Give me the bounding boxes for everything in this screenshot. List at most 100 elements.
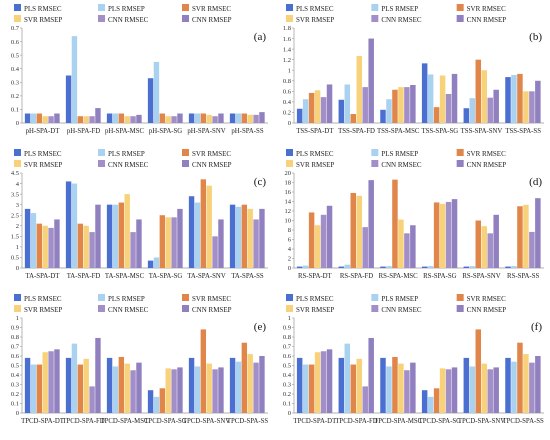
bar-cnn-rmsep — [177, 367, 183, 413]
y-tick-label: 4 — [16, 181, 20, 188]
bar-cnn-rmsec — [320, 214, 327, 268]
y-tick-label: 0.6 — [11, 39, 20, 46]
bar-cnn-rmsec — [130, 232, 136, 268]
x-tick-label: pH-SPA-MSC — [105, 128, 145, 135]
bar-cnn-rmsec — [48, 227, 54, 268]
legend-swatch — [286, 15, 293, 22]
y-tick-label: 3 — [16, 202, 19, 209]
y-tick-label: 1.8 — [283, 25, 291, 32]
bar-svr-rmsep — [523, 204, 529, 268]
bar-pls-rmsep — [153, 61, 160, 123]
bar-cnn-rmsep — [368, 337, 374, 413]
bar-svr-rmsep — [314, 352, 321, 413]
bar-svr-rmsec — [159, 215, 166, 268]
bar-cnn-rmsep — [326, 84, 333, 123]
legend-swatch — [98, 15, 105, 22]
bar-cnn-rmsec — [48, 116, 54, 123]
y-tick-label: 0 — [16, 265, 19, 272]
y-tick-label: 0.3 — [11, 382, 19, 389]
y-tick-label: 0.9 — [11, 325, 19, 332]
y-tick-label: 0.2 — [283, 391, 291, 398]
panel-label: (b) — [529, 31, 542, 43]
bar-cnn-rmsec — [89, 116, 95, 123]
bar-pls-rmsec — [296, 266, 303, 268]
bar-pls-rmsep — [112, 113, 119, 123]
bar-cnn-rmsep — [95, 204, 101, 268]
bar-cnn-rmsec — [212, 369, 218, 413]
legend-swatch — [14, 4, 21, 11]
legend-label: PLS RMSEC — [24, 5, 62, 13]
bar-pls-rmsec — [24, 208, 31, 268]
x-tick-label: TA-SPA-SS — [231, 273, 264, 280]
bar-cnn-rmsec — [487, 97, 493, 123]
bar-cnn-rmsep — [535, 80, 541, 123]
bar-svr-rmsep — [42, 352, 48, 413]
bar-svr-rmsec — [77, 116, 84, 123]
legend-label: PLS RMSEP — [108, 295, 145, 303]
bar-cnn-rmsep — [493, 89, 499, 123]
x-tick-label: TSS-SPA-FD — [338, 128, 375, 135]
y-tick-label: 0.7 — [11, 344, 20, 351]
x-tick-label: TSS-SPA-DT — [296, 128, 334, 135]
bar-svr-rmsec — [433, 107, 440, 123]
legend-swatch — [371, 149, 379, 156]
bar-pls-rmsep — [30, 113, 37, 123]
legend-label: SVR RMSEC — [192, 295, 231, 303]
y-tick-label: 1.2 — [283, 57, 291, 64]
x-tick-label: TPCD-SPA-SG — [419, 418, 462, 425]
bar-cnn-rmsep — [451, 199, 458, 268]
bar-svr-rmsep — [247, 208, 253, 268]
bar-pls-rmsep — [194, 113, 201, 123]
chart-panel-2: PLS RMSEC PLS RMSEP SVR RMSEC SVR RMSEP CNN … — [283, 4, 544, 135]
chart-panel-4: PLS RMSEC PLS RMSEP SVR RMSEC SVR RMSEP CNN … — [285, 149, 544, 280]
bar-cnn-rmsep — [259, 112, 265, 123]
y-tick-label: 0.3 — [283, 382, 291, 389]
bar-pls-rmsep — [235, 113, 242, 123]
y-tick-label: 0.4 — [283, 99, 292, 106]
y-tick-label: 1.4 — [283, 46, 292, 53]
legend-swatch — [182, 4, 189, 11]
x-tick-label: TPCD-SPA-FD — [335, 418, 378, 425]
legend-label: PLS RMSEC — [296, 295, 334, 303]
bar-cnn-rmsec — [253, 219, 259, 268]
bar-svr-rmsep — [247, 114, 253, 123]
y-tick-label: 0.4 — [11, 372, 20, 379]
y-tick-label: 10 — [285, 218, 292, 225]
bar-cnn-rmsec — [320, 97, 327, 123]
y-tick-label: 4 — [288, 246, 292, 253]
legend-swatch — [14, 160, 21, 167]
bar-cnn-rmsec — [320, 351, 327, 413]
bar-svr-rmsec — [159, 388, 166, 413]
x-tick-label: RS-SPA-SS — [507, 273, 539, 280]
bar-pls-rmsep — [427, 266, 434, 268]
y-tick-label: 0.4 — [283, 372, 292, 379]
x-tick-label: pH-SPA-SNV — [187, 128, 225, 135]
bar-svr-rmsec — [159, 113, 166, 123]
bar-svr-rmsec — [308, 212, 315, 268]
legend-swatch — [14, 305, 21, 312]
bar-svr-rmsec — [308, 92, 315, 123]
bar-pls-rmsec — [229, 357, 236, 413]
bar-svr-rmsep — [481, 363, 487, 413]
y-tick-label: 0.1 — [11, 107, 19, 114]
legend-swatch — [182, 15, 189, 22]
panel-label: (a) — [254, 31, 267, 43]
bar-svr-rmsep — [481, 70, 487, 123]
bar-pls-rmsep — [194, 202, 201, 268]
bar-pls-rmsec — [421, 266, 428, 268]
y-tick-label: 2.5 — [11, 212, 19, 219]
y-tick-label: 0.5 — [283, 363, 291, 370]
bar-cnn-rmsep — [535, 356, 541, 413]
bar-pls-rmsep — [112, 366, 119, 413]
bar-svr-rmsec — [517, 73, 523, 123]
bar-cnn-rmsec — [487, 369, 493, 413]
x-tick-label: TPCD-SPA-SNV — [183, 418, 230, 425]
bar-cnn-rmsep — [259, 208, 265, 268]
bar-svr-rmsec — [475, 59, 482, 123]
legend-swatch — [98, 4, 105, 11]
bar-cnn-rmsec — [212, 116, 218, 123]
legend-label: PLS RMSEC — [24, 295, 62, 303]
bar-pls-rmsep — [386, 266, 392, 268]
y-tick-label: 0.2 — [11, 93, 19, 100]
